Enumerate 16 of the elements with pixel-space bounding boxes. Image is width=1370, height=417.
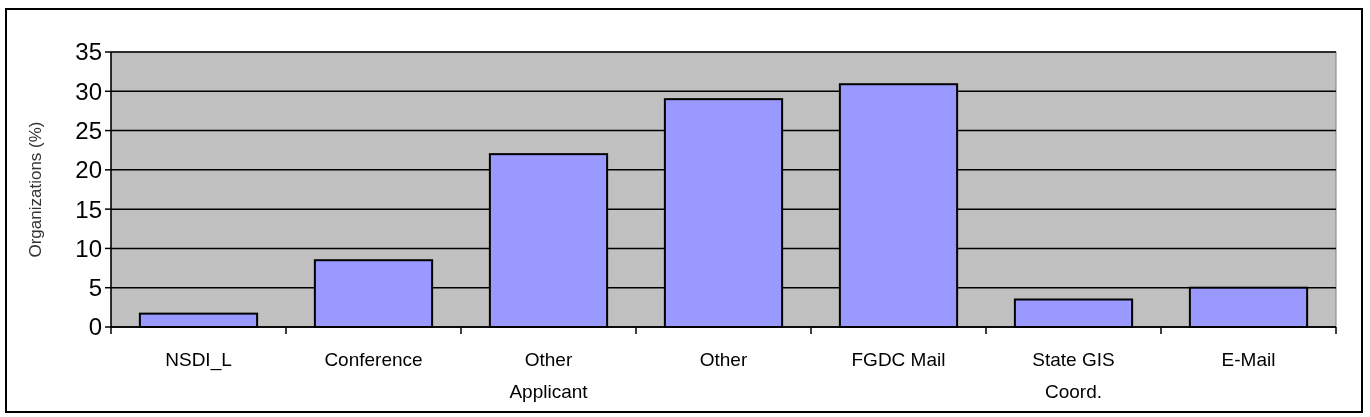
x-tick-label: Other Applicant [509, 349, 589, 402]
x-tick-label: State GIS Coord. [1032, 349, 1115, 402]
y-tick-label: 0 [88, 313, 102, 341]
y-tick-label: 30 [75, 77, 102, 105]
y-tick-label: 5 [88, 274, 102, 302]
y-tick-label: 20 [75, 156, 102, 184]
y-tick-label: 25 [75, 116, 102, 144]
x-tick-label: Conference [324, 349, 423, 370]
y-tick-label: 10 [75, 234, 102, 262]
x-tick-label: NSDI_L [165, 349, 232, 371]
y-tick-label: 15 [75, 195, 102, 223]
x-tick-label: E-Mail [1221, 349, 1276, 370]
y-tick-label: 35 [75, 38, 102, 66]
y-axis-title: Organizations (%) [26, 121, 45, 258]
x-tick-label: FGDC Mail [851, 349, 946, 370]
x-tick-label: Other [699, 349, 748, 370]
